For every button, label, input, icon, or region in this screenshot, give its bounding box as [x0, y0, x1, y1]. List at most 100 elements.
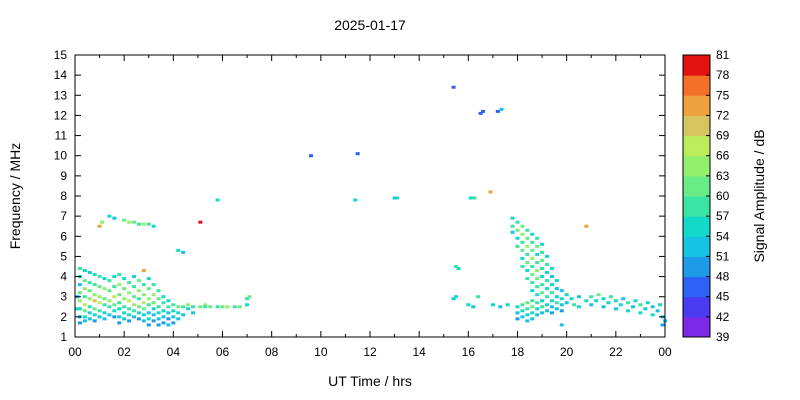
data-point: [540, 311, 545, 315]
data-point: [645, 301, 650, 305]
data-point: [146, 297, 151, 301]
data-point: [171, 309, 176, 313]
data-point: [82, 303, 87, 307]
data-point: [540, 258, 545, 262]
data-point: [141, 269, 146, 273]
data-point: [161, 295, 166, 299]
data-point: [535, 244, 540, 248]
data-point: [525, 301, 530, 305]
data-point: [596, 293, 601, 297]
data-point: [100, 220, 105, 224]
data-point: [530, 273, 535, 277]
data-point: [559, 323, 564, 327]
data-point: [520, 248, 525, 252]
colorbar-band: [683, 256, 710, 278]
data-point: [392, 196, 397, 200]
data-point: [559, 303, 564, 307]
y-tick-label: 12: [54, 108, 68, 122]
data-point: [454, 295, 459, 299]
data-point: [520, 256, 525, 260]
data-point: [77, 291, 82, 295]
data-point: [626, 309, 631, 313]
data-point: [181, 250, 186, 254]
data-point: [97, 315, 102, 319]
data-point: [132, 309, 136, 313]
y-tick-label: 4: [60, 270, 67, 284]
data-point: [191, 311, 195, 315]
data-point: [456, 267, 461, 271]
data-point: [658, 303, 663, 307]
y-axis-label: Frequency / MHz: [7, 143, 23, 250]
data-point: [186, 303, 191, 307]
data-point: [559, 289, 564, 293]
data-point: [535, 285, 540, 289]
y-tick-label: 15: [54, 48, 68, 62]
data-point: [151, 224, 156, 228]
data-point: [215, 305, 220, 309]
data-point: [554, 287, 559, 291]
data-point: [181, 313, 186, 317]
data-point: [520, 232, 525, 236]
data-point: [87, 305, 92, 309]
data-point: [540, 283, 545, 287]
data-point: [643, 307, 648, 311]
data-point: [198, 305, 203, 309]
colorbar-tick-label: 72: [716, 108, 730, 122]
data-point: [146, 303, 151, 307]
data-point: [107, 289, 112, 293]
data-point: [608, 295, 613, 299]
data-point: [136, 297, 141, 301]
y-tick-label: 9: [60, 169, 67, 183]
data-point: [102, 317, 107, 321]
data-point: [564, 293, 569, 297]
data-point: [549, 299, 554, 303]
data-point: [151, 307, 156, 311]
data-point: [545, 303, 549, 307]
data-point: [122, 287, 127, 291]
data-point: [82, 319, 87, 323]
y-tick-label: 14: [54, 68, 68, 82]
data-point: [535, 313, 540, 317]
colorbar-tick-label: 57: [716, 209, 730, 223]
data-point: [117, 315, 122, 319]
data-point: [535, 301, 540, 305]
data-point: [545, 295, 549, 299]
data-point: [77, 299, 82, 303]
data-point: [181, 305, 186, 309]
data-point: [451, 297, 456, 301]
data-point: [97, 309, 102, 313]
data-point: [77, 283, 82, 287]
data-point: [171, 303, 176, 307]
colorbar-band: [683, 135, 710, 157]
data-point: [82, 309, 87, 313]
data-point: [136, 305, 141, 309]
data-point: [161, 315, 166, 319]
data-point: [151, 319, 156, 323]
x-tick-label: 06: [216, 345, 230, 359]
data-point: [499, 107, 504, 111]
data-point: [633, 299, 638, 303]
data-point: [638, 311, 643, 315]
colorbar: 39 42 45 48 51 54 57 60 63 66 69 72 75 78 81: [682, 48, 730, 344]
colorbar-tick-label: 39: [716, 330, 730, 344]
data-point: [127, 319, 132, 323]
data-point: [247, 295, 252, 299]
data-point: [87, 271, 92, 275]
data-point: [606, 301, 611, 305]
data-point: [535, 307, 540, 311]
data-point: [82, 269, 87, 273]
data-point: [171, 321, 176, 325]
data-point: [525, 313, 530, 317]
colorbar-band: [683, 115, 710, 137]
colorbar-tick-label: 63: [716, 169, 730, 183]
colorbar-tick-label: 48: [716, 270, 730, 284]
data-point: [576, 295, 581, 299]
colorbar-tick-label: 78: [716, 68, 730, 82]
data-point: [161, 309, 166, 313]
data-point: [569, 297, 574, 301]
data-point: [117, 301, 122, 305]
data-point: [530, 299, 535, 303]
y-tick-label: 6: [60, 229, 67, 243]
data-point: [655, 309, 660, 313]
